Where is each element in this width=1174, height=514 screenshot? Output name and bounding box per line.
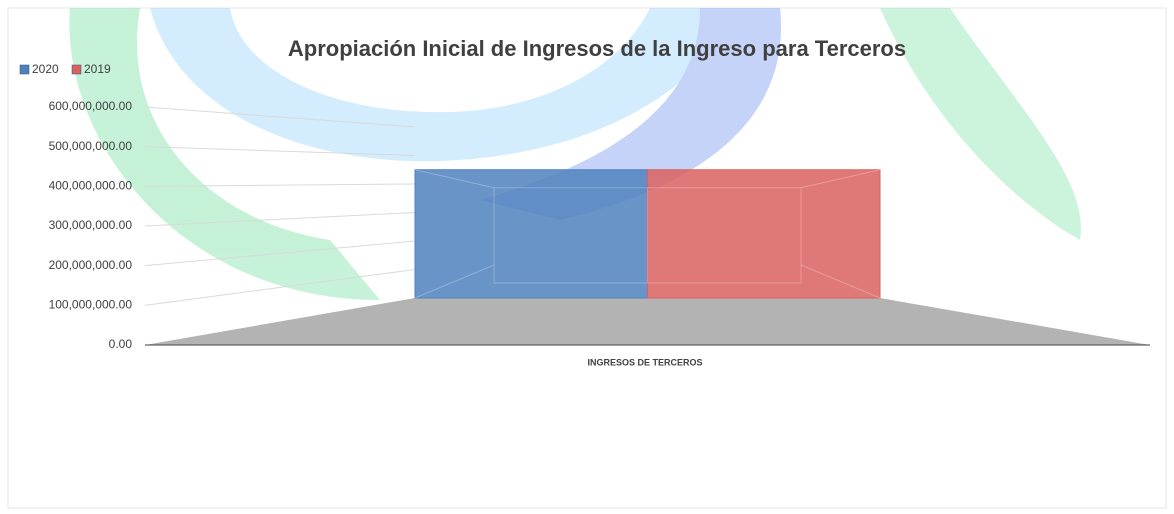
bar [647,169,881,299]
y-tick-label: 100,000,000.00 [49,298,133,312]
legend-label: 2020 [32,62,59,76]
y-tick-label: 300,000,000.00 [49,218,133,232]
grid-line [144,146,416,156]
background-decoration [69,8,1081,300]
legend-swatch [71,64,82,75]
bar-edge [414,264,495,299]
grid-line [144,212,416,227]
y-tick-label: 400,000,000.00 [49,179,133,193]
grid-line [144,269,416,306]
bar [414,169,648,299]
grid-line [144,240,416,267]
bar-inner-edge [647,187,802,284]
y-tick-label: 500,000,000.00 [49,139,133,153]
bar-edge [800,169,881,189]
grid-line [144,183,416,187]
grid-line [144,106,416,128]
y-tick-label: 200,000,000.00 [49,258,133,272]
bar-face [414,169,648,299]
bar-edge [414,169,495,189]
x-tick-label: INGRESOS DE TERCEROS [587,357,702,367]
legend-label: 2019 [84,62,111,76]
y-tick-label: 600,000,000.00 [49,99,133,113]
floor [145,298,1150,345]
bar-edge [800,264,881,299]
chart-title: Apropiación Inicial de Ingresos de la In… [288,36,906,61]
legend-swatch [19,64,30,75]
bar-face [647,169,881,299]
y-tick-label: 0.00 [109,337,133,351]
